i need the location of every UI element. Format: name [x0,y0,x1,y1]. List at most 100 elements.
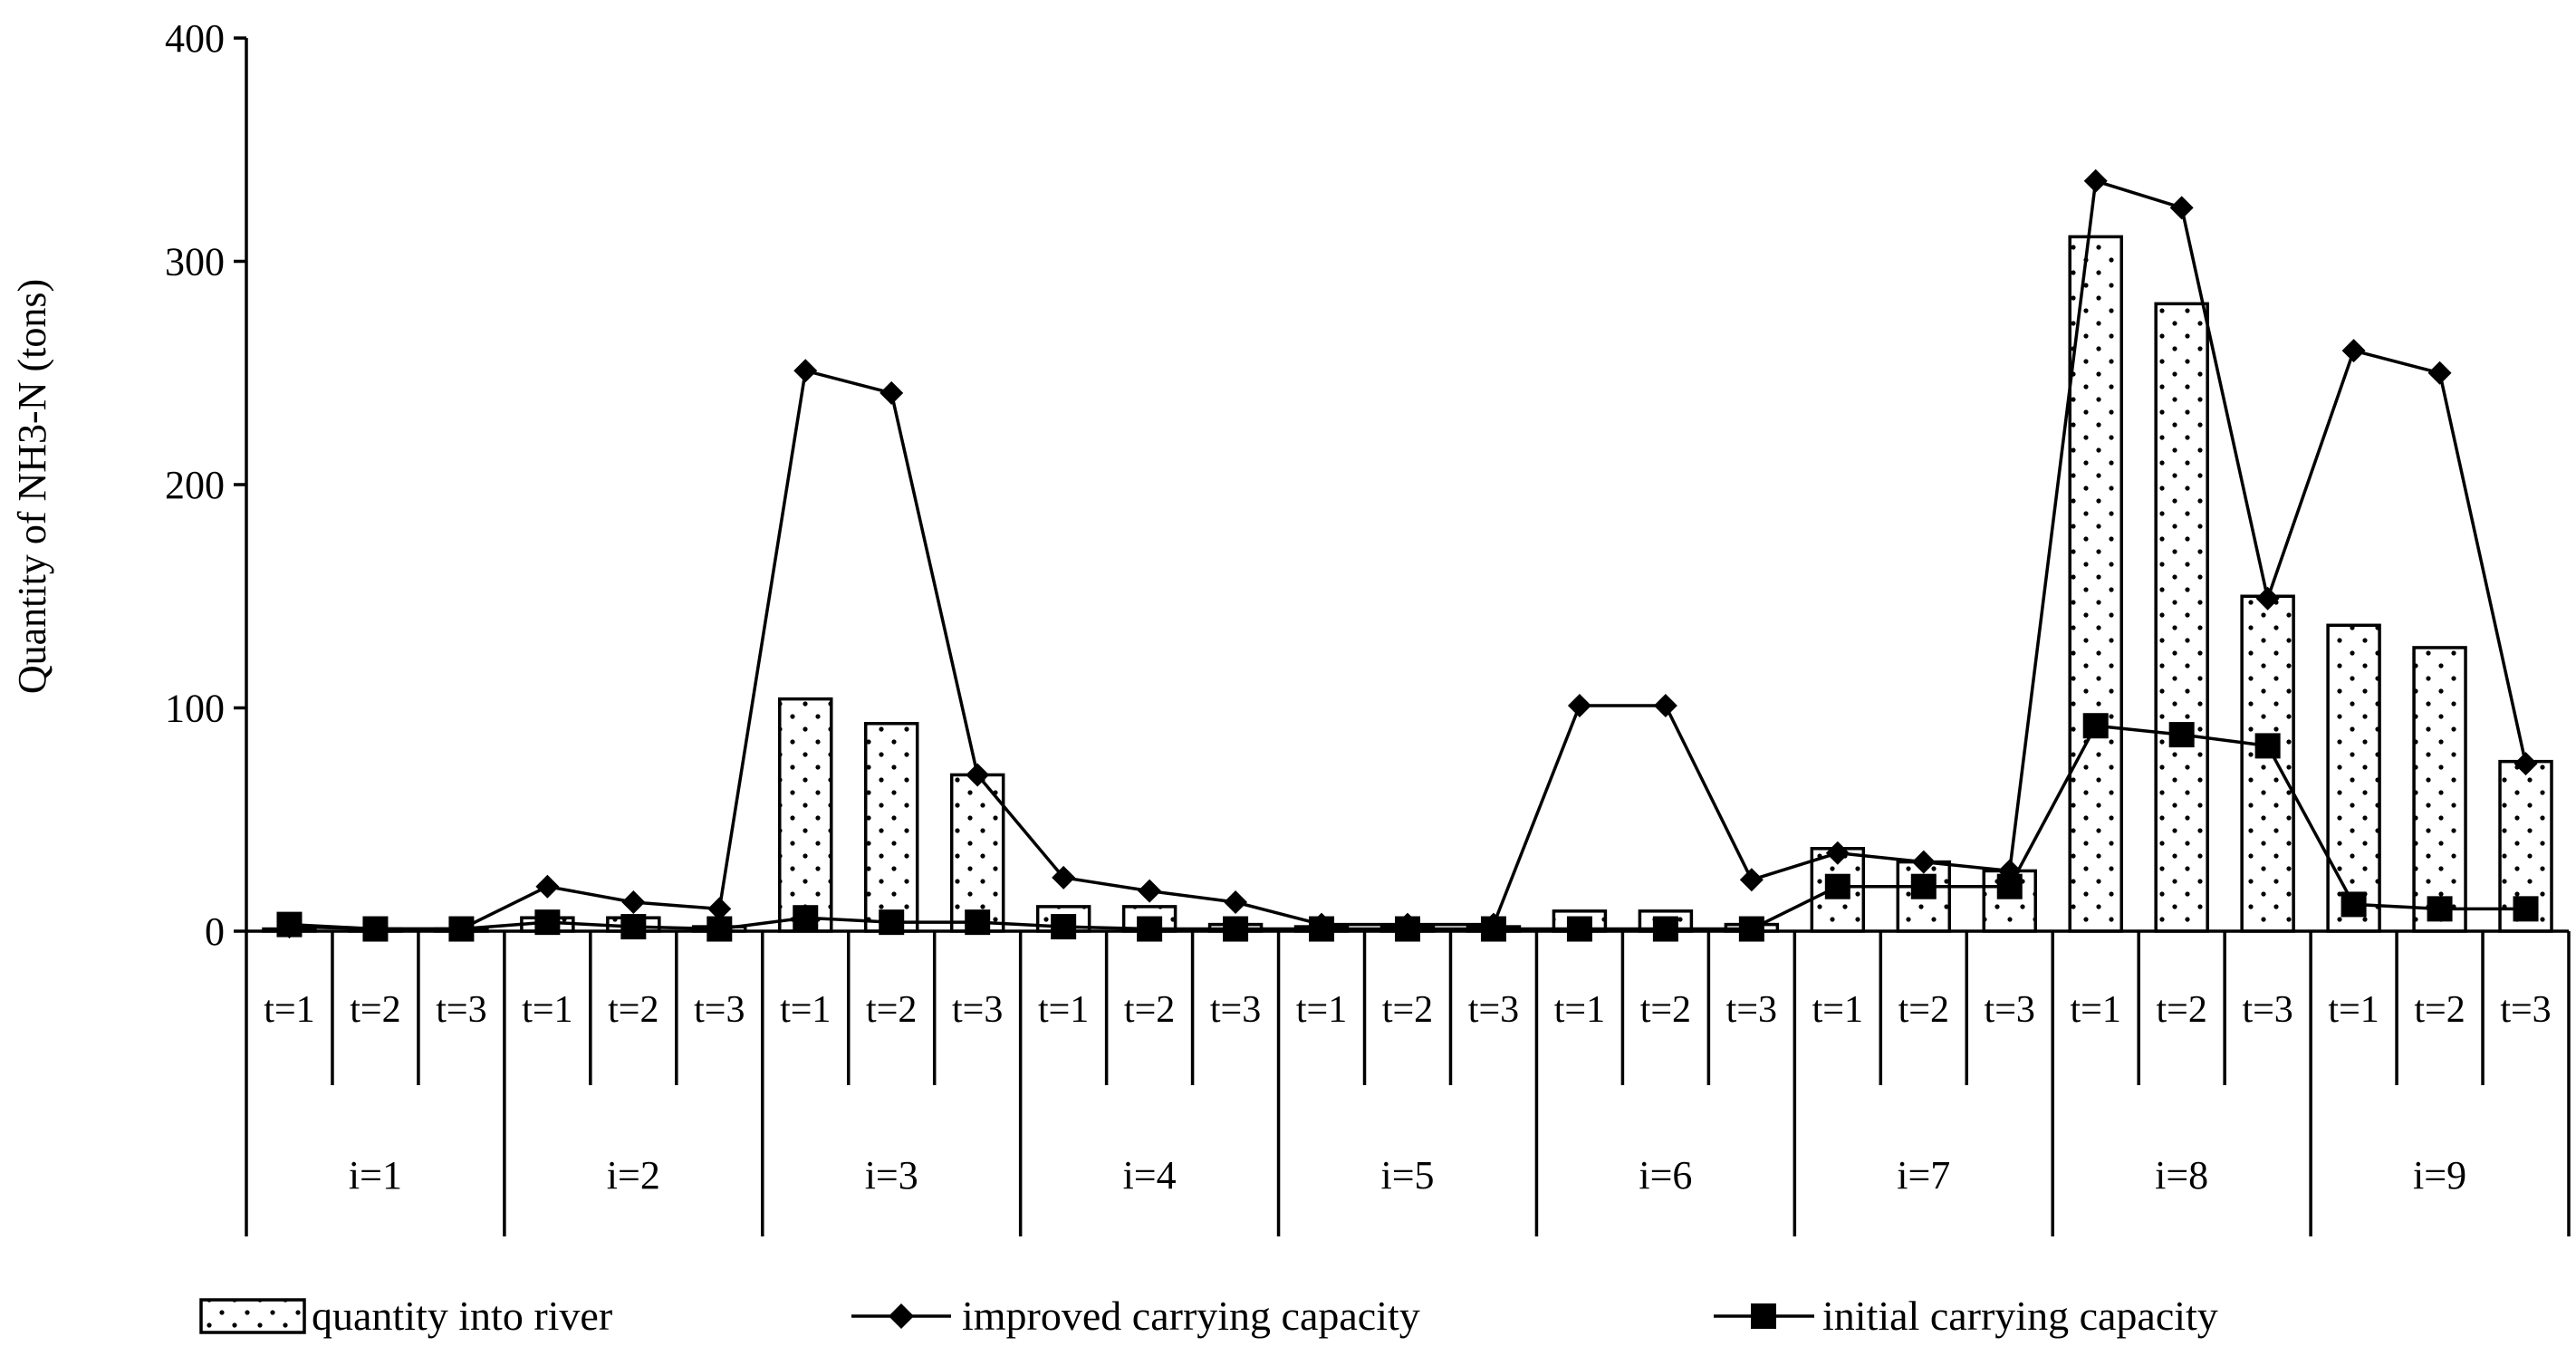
subcategory-label: t=1 [2071,989,2121,1031]
group-label: i=2 [607,1153,660,1197]
point-initial-carrying-capacity [2513,896,2539,922]
y-tick-label: 0 [205,909,225,954]
subcategory-label: t=1 [264,989,314,1031]
y-tick-label: 400 [165,16,225,61]
subcategory-label: t=1 [1554,989,1605,1031]
group-label: i=3 [865,1153,918,1197]
point-improved-carrying-capacity [1653,694,1677,718]
group-label: i=6 [1639,1153,1692,1197]
point-improved-carrying-capacity [1739,868,1764,892]
subcategory-label: t=3 [2500,989,2551,1031]
point-initial-carrying-capacity [1051,914,1077,940]
subcategory-label: t=1 [522,989,572,1031]
y-tick-label: 300 [165,240,225,284]
point-improved-carrying-capacity [621,890,646,914]
group-label: i=1 [349,1153,402,1197]
group-label: i=8 [2155,1153,2208,1197]
point-initial-carrying-capacity [1566,916,1592,942]
square-marker-icon [1751,1303,1776,1329]
point-initial-carrying-capacity [2168,722,2195,748]
point-improved-carrying-capacity [1825,841,1850,865]
subcategory-label: t=1 [1296,989,1347,1031]
point-initial-carrying-capacity [2082,713,2109,739]
diamond-marker-icon [889,1303,914,1329]
subcategory-label: t=1 [1038,989,1089,1031]
bars [262,235,2553,933]
point-improved-carrying-capacity [535,874,560,899]
subcategory-label: t=1 [2328,989,2379,1031]
point-initial-carrying-capacity [1395,916,1420,942]
bar [2326,623,2381,933]
point-initial-carrying-capacity [793,905,819,931]
point-improved-carrying-capacity [879,380,904,405]
point-improved-carrying-capacity [2514,752,2538,776]
point-initial-carrying-capacity [2427,896,2453,922]
point-improved-carrying-capacity [2255,586,2280,611]
point-improved-carrying-capacity [793,359,818,383]
group-label: i=5 [1380,1153,1434,1197]
group-label: i=4 [1123,1153,1177,1197]
group-label: i=9 [2413,1153,2466,1197]
y-axis: 0 100 200 300 400 [165,16,248,954]
x-axis-table: t=1 t=2 t=3 t=1 t=2 t=3 t=1 t=2 t=3 t=1 t=2 t=3 t=1 t… [245,929,2571,1236]
legend-item-initial-carrying-capacity: initial carrying capacity [1714,1293,2218,1339]
legend-label: improved carrying capacity [962,1293,1420,1339]
subcategory-label: t=2 [1124,989,1175,1031]
legend-item-improved-carrying-capacity: improved carrying capacity [851,1293,1420,1339]
point-improved-carrying-capacity [1052,865,1076,890]
subcategory-label: t=2 [350,989,400,1031]
bar [2412,646,2467,933]
subcategory-label: t=2 [1898,989,1949,1031]
point-initial-carrying-capacity [1996,873,2023,899]
y-tick-label: 100 [165,687,225,731]
point-improved-carrying-capacity [2341,339,2366,363]
point-initial-carrying-capacity [2254,733,2281,759]
subcategory-label: t=3 [1210,989,1261,1031]
y-tick-label: 200 [165,463,225,507]
subcategory-label: t=3 [436,989,486,1031]
point-initial-carrying-capacity [1223,916,1249,942]
group-label: i=7 [1897,1153,1950,1197]
point-initial-carrying-capacity [706,916,733,942]
point-improved-carrying-capacity [1138,879,1162,903]
point-improved-carrying-capacity [707,897,732,921]
subcategory-label: t=3 [1468,989,1519,1031]
subcategory-label: t=2 [608,989,658,1031]
subcategory-label: t=3 [1726,989,1777,1031]
subcategory-label: t=1 [780,989,831,1031]
legend-swatch-bar [199,1298,306,1334]
subcategory-label: t=2 [1640,989,1691,1031]
point-initial-carrying-capacity [1910,873,1937,899]
bar [2240,594,2295,933]
legend-label: initial carrying capacity [1822,1293,2218,1339]
point-improved-carrying-capacity [1911,850,1936,874]
point-improved-carrying-capacity [2169,196,2194,220]
subcategory-label: t=2 [2414,989,2465,1031]
bar [778,697,833,933]
point-initial-carrying-capacity [1309,916,1335,942]
subcategory-label: t=3 [2242,989,2292,1031]
subcategory-label: t=3 [952,989,1003,1031]
subcategory-label: t=2 [2156,989,2206,1031]
point-initial-carrying-capacity [362,916,389,942]
series-markers [276,168,2539,942]
bar [2068,235,2123,933]
point-initial-carrying-capacity [1738,916,1764,942]
point-improved-carrying-capacity [1224,890,1248,914]
point-initial-carrying-capacity [1480,916,1506,942]
legend-item-quantity-into-river: quantity into river [199,1293,612,1339]
point-initial-carrying-capacity [2341,891,2367,918]
point-improved-carrying-capacity [2083,168,2108,193]
point-improved-carrying-capacity [1567,694,1591,718]
legend-label: quantity into river [312,1293,612,1339]
point-initial-carrying-capacity [276,911,303,938]
subcategory-label: t=3 [694,989,745,1031]
point-improved-carrying-capacity [966,763,990,787]
point-improved-carrying-capacity [2427,361,2452,385]
subcategory-label: t=3 [1985,989,2035,1031]
bar [2154,302,2209,933]
point-initial-carrying-capacity [620,914,647,940]
bar [863,722,919,933]
subcategory-label: t=2 [866,989,917,1031]
y-axis-title: Quantity of NH3-N (tons) [10,279,54,694]
